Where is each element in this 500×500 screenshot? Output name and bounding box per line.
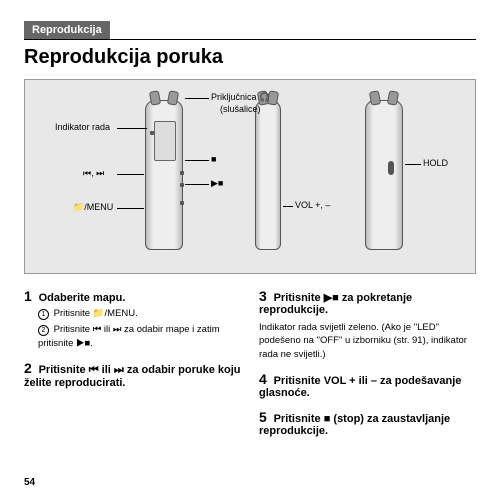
label-slusalice: (slušalice) (220, 104, 261, 115)
substep-num: 2 (38, 325, 49, 336)
label-menu: 📁/MENU (73, 202, 113, 213)
leader-line (185, 184, 209, 185)
step-5: 5 Pritisnite ■ (stop) za zaustavljanje r… (259, 409, 476, 437)
step-desc: Indikator rada svijetli zeleno. (Ako je … (259, 321, 476, 361)
leader-line (405, 164, 421, 165)
right-column: 3 Pritisnite ▶■ za pokretanje reprodukci… (259, 288, 476, 447)
label-prikljucnica: Priključnica 🎧 (211, 92, 270, 103)
device-screen (154, 121, 176, 161)
step-num: 3 (259, 288, 267, 304)
substep-num: 1 (38, 309, 49, 320)
mic-icon (387, 90, 399, 106)
label-hold: HOLD (423, 158, 448, 169)
substep-text: Pritisnite 📁/MENU. (54, 308, 138, 319)
label-prevnext: ⏮, ⏭ (83, 168, 104, 179)
hold-switch (388, 161, 394, 175)
section-header: Reprodukcija (24, 20, 476, 40)
step-title: Pritisnite ▶■ za pokretanje reprodukcije… (259, 292, 412, 316)
step-num: 2 (24, 360, 32, 376)
device-rear (365, 100, 403, 250)
step-num: 1 (24, 288, 32, 304)
substep: 2 Pritisnite ⏮ ili ⏭ za odabir mape i za… (38, 323, 241, 350)
step-title: Pritisnite VOL + ili – za podešavanje gl… (259, 375, 461, 399)
leader-line (117, 174, 144, 175)
mic-icon (149, 90, 161, 106)
button-dot (180, 201, 184, 205)
leader-line (117, 208, 144, 209)
step-3: 3 Pritisnite ▶■ za pokretanje reprodukci… (259, 288, 476, 361)
label-playpause: ▶■ (211, 178, 223, 189)
button-dot (180, 183, 184, 187)
substep: 1 Pritisnite 📁/MENU. (38, 307, 241, 320)
step-1: 1 Odaberite mapu. 1 Pritisnite 📁/MENU. 2… (24, 288, 241, 350)
section-tab: Reprodukcija (24, 21, 110, 40)
step-title: Pritisnite ⏮ ili ⏭ za odabir poruke koju… (24, 364, 241, 389)
mic-icon (369, 90, 381, 106)
steps-columns: 1 Odaberite mapu. 1 Pritisnite 📁/MENU. 2… (24, 288, 476, 447)
substep-text: Pritisnite ⏮ ili ⏭ za odabir mape i zati… (38, 324, 220, 348)
step-title: Odaberite mapu. (39, 292, 126, 304)
label-vol: VOL +, – (295, 200, 330, 211)
label-indikator: Indikator rada (55, 122, 110, 133)
device-front (145, 100, 183, 250)
device-diagram: Indikator rada ⏮, ⏭ 📁/MENU Priključnica … (24, 79, 476, 274)
page-number: 54 (24, 477, 35, 488)
step-4: 4 Pritisnite VOL + ili – za podešavanje … (259, 371, 476, 399)
left-column: 1 Odaberite mapu. 1 Pritisnite 📁/MENU. 2… (24, 288, 241, 447)
leader-line (283, 206, 293, 207)
step-num: 5 (259, 409, 267, 425)
step-title: Pritisnite ■ (stop) za zaustavljanje rep… (259, 413, 450, 437)
step-num: 4 (259, 371, 267, 387)
leader-line (185, 98, 209, 99)
led-dot (150, 131, 154, 135)
label-stop: ■ (211, 154, 216, 165)
device-side (255, 100, 281, 250)
button-dot (180, 171, 184, 175)
mic-icon (167, 90, 179, 106)
step-2: 2 Pritisnite ⏮ ili ⏭ za odabir poruke ko… (24, 360, 241, 389)
leader-line (185, 160, 209, 161)
page-title: Reprodukcija poruka (24, 46, 476, 69)
leader-line (117, 128, 147, 129)
